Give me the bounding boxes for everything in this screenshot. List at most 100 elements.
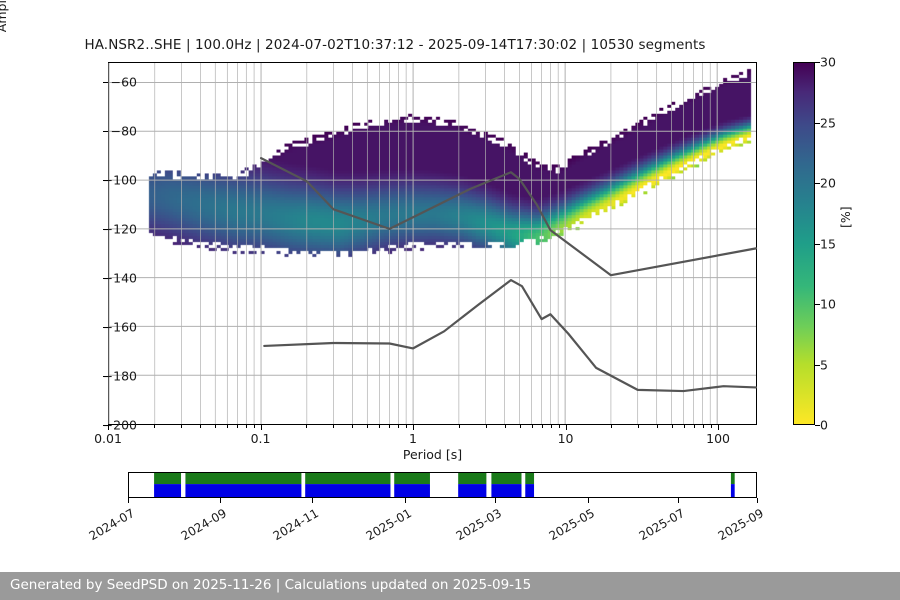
y-tick-label: −180 [102, 368, 137, 384]
x-tick-mark [226, 425, 228, 428]
timeline-tick-label: 2025-01 [363, 506, 415, 544]
low-noise-model-line [263, 278, 758, 393]
timeline-tick-label: 2025-09 [715, 506, 766, 544]
grid-lines [108, 63, 756, 424]
x-tick-mark [214, 425, 216, 428]
x-tick-mark [253, 425, 255, 428]
psd-density-heatmap [109, 63, 756, 424]
timeline-segment-blue [458, 484, 487, 497]
timeline-tick-label: 2025-05 [546, 506, 597, 544]
timeline-tick-label: 2025-03 [453, 506, 505, 544]
colorbar-tick-mark [815, 62, 820, 63]
x-tick-mark [694, 425, 696, 428]
y-tick-mark [103, 425, 108, 426]
y-tick-mark [103, 375, 108, 377]
psd-overlay [108, 63, 758, 424]
x-tick-mark [352, 425, 354, 428]
timeline-tick-mark [405, 498, 407, 503]
y-tick-label: −140 [102, 270, 137, 286]
x-tick-mark [398, 425, 400, 428]
x-tick-label: 100 [706, 431, 730, 446]
x-tick-label: 0.01 [94, 431, 122, 446]
x-tick-mark [485, 425, 487, 428]
x-tick-mark [718, 425, 720, 430]
y-tick-mark [103, 228, 108, 230]
x-tick-mark [541, 425, 543, 428]
x-tick-mark [458, 425, 460, 428]
x-tick-mark [389, 425, 391, 428]
x-tick-label: 10 [557, 431, 574, 446]
timeline-tick-mark [495, 498, 497, 503]
timeline-segment-green [305, 473, 391, 485]
x-tick-mark [406, 425, 408, 428]
x-tick-mark [180, 425, 182, 428]
psd-plot-area[interactable] [108, 62, 758, 425]
timeline-tick-mark [128, 498, 129, 503]
x-tick-mark [684, 425, 686, 428]
x-tick-mark [550, 425, 552, 428]
x-tick-mark [153, 425, 155, 428]
x-tick-mark [236, 425, 238, 428]
timeline-segment-blue [730, 484, 735, 497]
timeline-tick-label: 2025-07 [636, 506, 687, 544]
timeline-segment-green [458, 473, 487, 485]
y-tick-label: −200 [102, 417, 137, 433]
timeline-tick-label: 2024-11 [270, 506, 322, 544]
y-tick-mark [103, 326, 108, 328]
colorbar-tick-label: 15 [820, 236, 836, 251]
x-axis-label: Period [s] [402, 447, 463, 462]
timeline-segment-blue [305, 484, 391, 497]
x-tick-mark [199, 425, 201, 428]
x-tick-mark [379, 425, 381, 428]
x-tick-mark [611, 425, 613, 428]
timeline-segment-blue [154, 484, 182, 497]
x-tick-mark [413, 425, 415, 430]
x-tick-mark [703, 425, 705, 428]
y-tick-mark [103, 277, 108, 279]
colorbar-label: [%] [838, 206, 853, 228]
x-tick-mark [531, 425, 533, 428]
timeline-tick-mark [587, 498, 589, 503]
high-noise-model-line [259, 157, 758, 277]
x-tick-label: 0.1 [250, 431, 271, 446]
timeline-segment-blue [525, 484, 535, 497]
y-axis-label: Amplitude [m2/s4/Hz] [dB] [0, 0, 9, 90]
footer-bar: Generated by SeedPSD on 2025-11-26 | Cal… [0, 572, 900, 600]
y-tick-label: −120 [102, 221, 137, 237]
colorbar-tick-mark [815, 304, 820, 305]
colorbar-tick-label: 25 [820, 115, 836, 130]
colorbar-tick-label: 0 [820, 417, 828, 433]
footer-text: Generated by SeedPSD on 2025-11-26 | Cal… [10, 577, 532, 593]
x-tick-mark [245, 425, 247, 428]
colorbar-tick-label: 30 [820, 54, 836, 70]
timeline-segment-green [154, 473, 182, 485]
colorbar [793, 62, 815, 425]
timeline-segment-blue [491, 484, 522, 497]
colorbar-tick-label: 5 [820, 357, 828, 372]
x-tick-mark [519, 425, 521, 428]
y-tick-label: −100 [102, 172, 137, 188]
colorbar-tick-mark [815, 425, 820, 426]
x-tick-mark [657, 425, 659, 428]
x-tick-mark [565, 425, 567, 430]
x-tick-mark [711, 425, 713, 428]
timeline-tick-label: 2024-07 [86, 506, 137, 544]
y-tick-label: −80 [110, 123, 137, 139]
timeline-tick-mark [757, 498, 758, 503]
x-tick-mark [558, 425, 560, 428]
x-tick-mark [333, 425, 335, 428]
y-tick-mark [103, 81, 108, 83]
timeline-segments [154, 473, 735, 497]
y-tick-label: −160 [102, 319, 137, 335]
timeline-tick-mark [312, 498, 314, 503]
colorbar-tick-mark [815, 364, 820, 366]
timeline-segment-green [394, 473, 430, 485]
timeline-segment-green [525, 473, 535, 485]
timeline-segment-blue [185, 484, 302, 497]
x-tick-mark [672, 425, 674, 428]
colorbar-tick-mark [815, 183, 820, 184]
x-tick-mark [367, 425, 369, 428]
data-availability-timeline[interactable] [128, 472, 757, 498]
timeline-segment-green [185, 473, 302, 485]
